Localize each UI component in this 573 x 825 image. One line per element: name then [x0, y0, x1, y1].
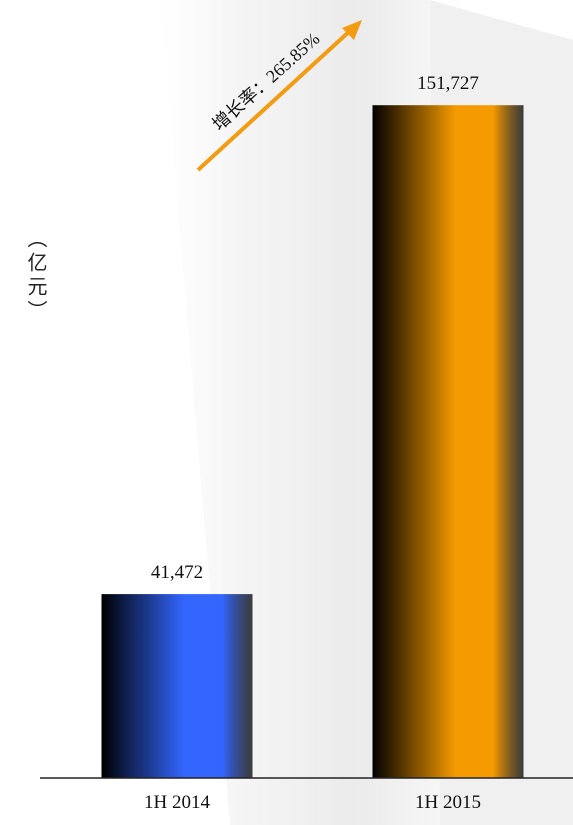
bar — [101, 594, 253, 778]
value-label: 151,727 — [417, 73, 479, 94]
value-label: 41,472 — [151, 562, 203, 583]
growth-arrow — [196, 20, 362, 172]
bar — [372, 105, 524, 778]
x-tick-label: 1H 2014 — [144, 792, 210, 813]
y-axis-label: （亿元） — [24, 228, 48, 324]
x-tick-label: 1H 2015 — [415, 792, 481, 813]
